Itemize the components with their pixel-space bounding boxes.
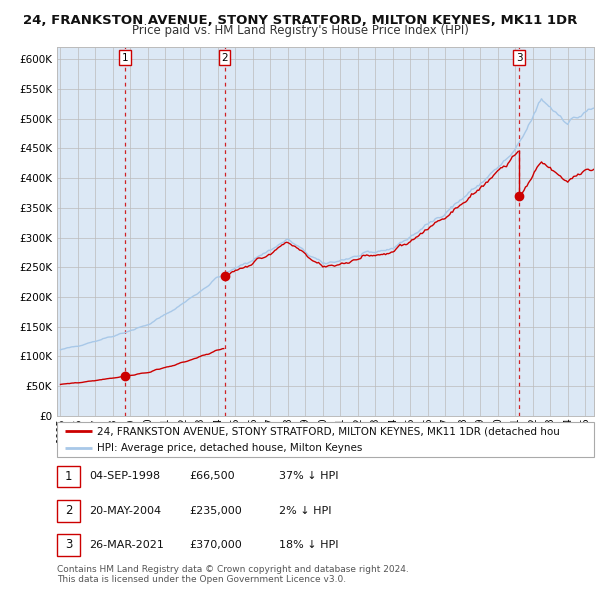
Text: 1: 1 [121, 53, 128, 63]
Text: This data is licensed under the Open Government Licence v3.0.: This data is licensed under the Open Gov… [57, 575, 346, 584]
Text: 2% ↓ HPI: 2% ↓ HPI [279, 506, 331, 516]
Text: Contains HM Land Registry data © Crown copyright and database right 2024.: Contains HM Land Registry data © Crown c… [57, 565, 409, 574]
Text: £66,500: £66,500 [189, 471, 235, 481]
Text: 37% ↓ HPI: 37% ↓ HPI [279, 471, 338, 481]
Text: 2: 2 [221, 53, 228, 63]
Text: 24, FRANKSTON AVENUE, STONY STRATFORD, MILTON KEYNES, MK11 1DR: 24, FRANKSTON AVENUE, STONY STRATFORD, M… [23, 14, 577, 27]
Text: 18% ↓ HPI: 18% ↓ HPI [279, 540, 338, 550]
Text: £235,000: £235,000 [189, 506, 242, 516]
Text: 24, FRANKSTON AVENUE, STONY STRATFORD, MILTON KEYNES, MK11 1DR (detached hou: 24, FRANKSTON AVENUE, STONY STRATFORD, M… [97, 427, 560, 437]
Text: 3: 3 [516, 53, 523, 63]
Text: 1: 1 [65, 470, 72, 483]
Text: Price paid vs. HM Land Registry's House Price Index (HPI): Price paid vs. HM Land Registry's House … [131, 24, 469, 37]
Text: 2: 2 [65, 504, 72, 517]
Text: 04-SEP-1998: 04-SEP-1998 [89, 471, 160, 481]
Text: 20-MAY-2004: 20-MAY-2004 [89, 506, 161, 516]
Text: 26-MAR-2021: 26-MAR-2021 [89, 540, 164, 550]
Text: £370,000: £370,000 [189, 540, 242, 550]
Text: 3: 3 [65, 538, 72, 552]
Text: HPI: Average price, detached house, Milton Keynes: HPI: Average price, detached house, Milt… [97, 444, 362, 453]
